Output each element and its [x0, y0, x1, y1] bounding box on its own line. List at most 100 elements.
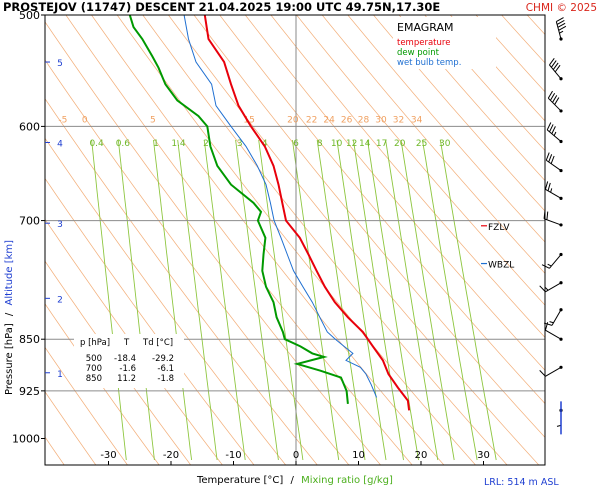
wind-barb-station: [559, 37, 563, 41]
x-axis-title: Temperature [°C] / Mixing ratio [g/kg]: [196, 475, 393, 486]
mixing-ratio-line: [316, 139, 366, 461]
dry-adiabat: [219, 15, 545, 405]
wind-barb-station: [559, 337, 563, 341]
mixing-ratio-line: [336, 139, 387, 461]
wind-barb-full-flag: [548, 154, 553, 163]
wind-barb-station: [559, 252, 563, 257]
grid-labels: -5 0 5 15 20 22 24 26 28 30 32 340.4 0.6 1 1.4 2 3 4 6 8 10 1…: [58, 115, 450, 149]
mixing-ratio-label: 3: [237, 139, 243, 149]
wind-barb: [547, 90, 563, 113]
dry-adiabat: [424, 15, 545, 152]
mixing-ratio-line: [177, 139, 218, 461]
mixing-ratio-label: 10: [331, 139, 343, 149]
mixing-ratio-line: [367, 139, 419, 461]
mixing-ratio-label: 25: [416, 139, 427, 149]
dry-adiabat: [501, 15, 545, 64]
dry-adiabat: [65, 15, 413, 465]
wind-barb: [549, 58, 563, 81]
x-axis-label: Temperature [°C]: [196, 475, 283, 486]
wind-barb: [541, 252, 563, 269]
level-markers: FZLV WBZL: [481, 223, 514, 271]
mixing-ratio-label: 8: [317, 139, 323, 149]
table-header-td: Td [°C]: [142, 338, 173, 348]
wind-barb-full-flag: [549, 124, 554, 133]
wind-barb-station: [559, 308, 563, 312]
mixing-ratio-label: 17: [376, 139, 387, 149]
dry-adiabat: [193, 15, 545, 438]
wind-barb: [555, 17, 567, 41]
dry-adiabat: [245, 15, 545, 371]
wind-barb-half-flag: [549, 321, 554, 324]
wind-barb-full-flag: [546, 211, 549, 220]
mixing-ratio-label: 12: [346, 139, 357, 149]
wind-barb-full-flag: [544, 181, 549, 190]
temperature-tick-label: 0: [293, 450, 299, 461]
wind-barb-full-flag: [554, 64, 561, 73]
adiabat-label: 0: [82, 115, 88, 125]
mixing-ratio-label: 4: [262, 139, 268, 149]
pressure-axis: 500 600 700 850 925 1000: [12, 9, 45, 446]
wind-barb-station: [559, 139, 563, 144]
pressure-tick-label: 500: [19, 9, 40, 22]
mixing-ratio-label: 6: [293, 139, 299, 149]
isobars: [45, 125, 545, 392]
mixing-ratio-lines: [91, 139, 497, 461]
wind-barb: [543, 308, 563, 326]
adiabat-label: 22: [306, 115, 317, 125]
temperature-tick-label: -20: [163, 450, 179, 461]
wind-barb-full-flag: [557, 22, 566, 28]
wind-barb-full-flag: [558, 25, 567, 31]
table-row-t: -1.6: [119, 364, 136, 374]
adiabat-label: 5: [150, 115, 156, 125]
wind-barb-full-flag: [546, 122, 552, 131]
dry-adiabat: [270, 15, 545, 338]
dry-adiabat: [45, 98, 318, 465]
wind-barb-full-flag: [543, 210, 546, 219]
pressure-tick-label: 925: [19, 385, 40, 398]
mixing-ratio-line: [439, 139, 497, 461]
mixing-ratio-line: [117, 139, 155, 461]
wind-barb-station: [559, 168, 563, 173]
mixing-ratio-line: [91, 139, 127, 461]
temperature-line: [203, 15, 411, 411]
dry-adiabat: [45, 177, 255, 465]
pressure-tick-label: 600: [19, 120, 40, 133]
wind-barb-half-flag: [550, 188, 553, 193]
wind-barb-full-flag: [551, 126, 556, 134]
wind-barb: [544, 322, 563, 341]
wind-barb-full-flag: [552, 62, 559, 70]
mixing-ratio-line: [421, 139, 478, 461]
mixing-ratio-label: 30: [439, 139, 451, 149]
altitude-tick-label: 3: [57, 220, 63, 230]
chart-title: PROSTEJOV (11747) DESCENT 21.04.2025 19:…: [3, 0, 440, 14]
wind-barb-station: [559, 196, 563, 200]
wind-barb-full-flag: [547, 182, 551, 191]
temperature-axis: -30 -20 -10 0 10 20 30: [100, 450, 490, 465]
wind-barb-station: [559, 77, 563, 81]
wind-barb-full-flag: [556, 20, 565, 25]
altitude-tick-label: 4: [57, 139, 63, 149]
wind-barb-half-flag: [559, 30, 564, 34]
mixing-ratio-line: [153, 139, 193, 461]
pressure-tick-label: 700: [19, 215, 40, 228]
dry-adiabat: [45, 137, 286, 465]
wind-barb-shaft: [545, 329, 562, 340]
wind-barb-half-flag: [544, 286, 549, 291]
temperature-tick-label: 10: [352, 450, 365, 461]
temperature-tick-label: 20: [415, 450, 428, 461]
wind-barb: [546, 122, 563, 144]
table-header-t: T: [123, 338, 130, 348]
wind-barb-full-flag: [544, 322, 549, 331]
wind-barb: [556, 408, 563, 429]
mixing-ratio-label: 2: [203, 139, 209, 149]
temperature-tick-label: -10: [225, 450, 241, 461]
dry-adiabat: [579, 15, 600, 465]
legend-dew-point: dew point: [397, 48, 440, 58]
altitude-axis: 5 4 3 2 1: [45, 59, 63, 380]
dry-adiabat: [116, 15, 476, 465]
level-label: FZLV: [488, 223, 510, 233]
mixing-ratio-line: [258, 139, 304, 461]
mixing-ratio-axis-label: Mixing ratio [g/kg]: [301, 475, 393, 486]
wind-barb-full-flag: [552, 95, 558, 103]
